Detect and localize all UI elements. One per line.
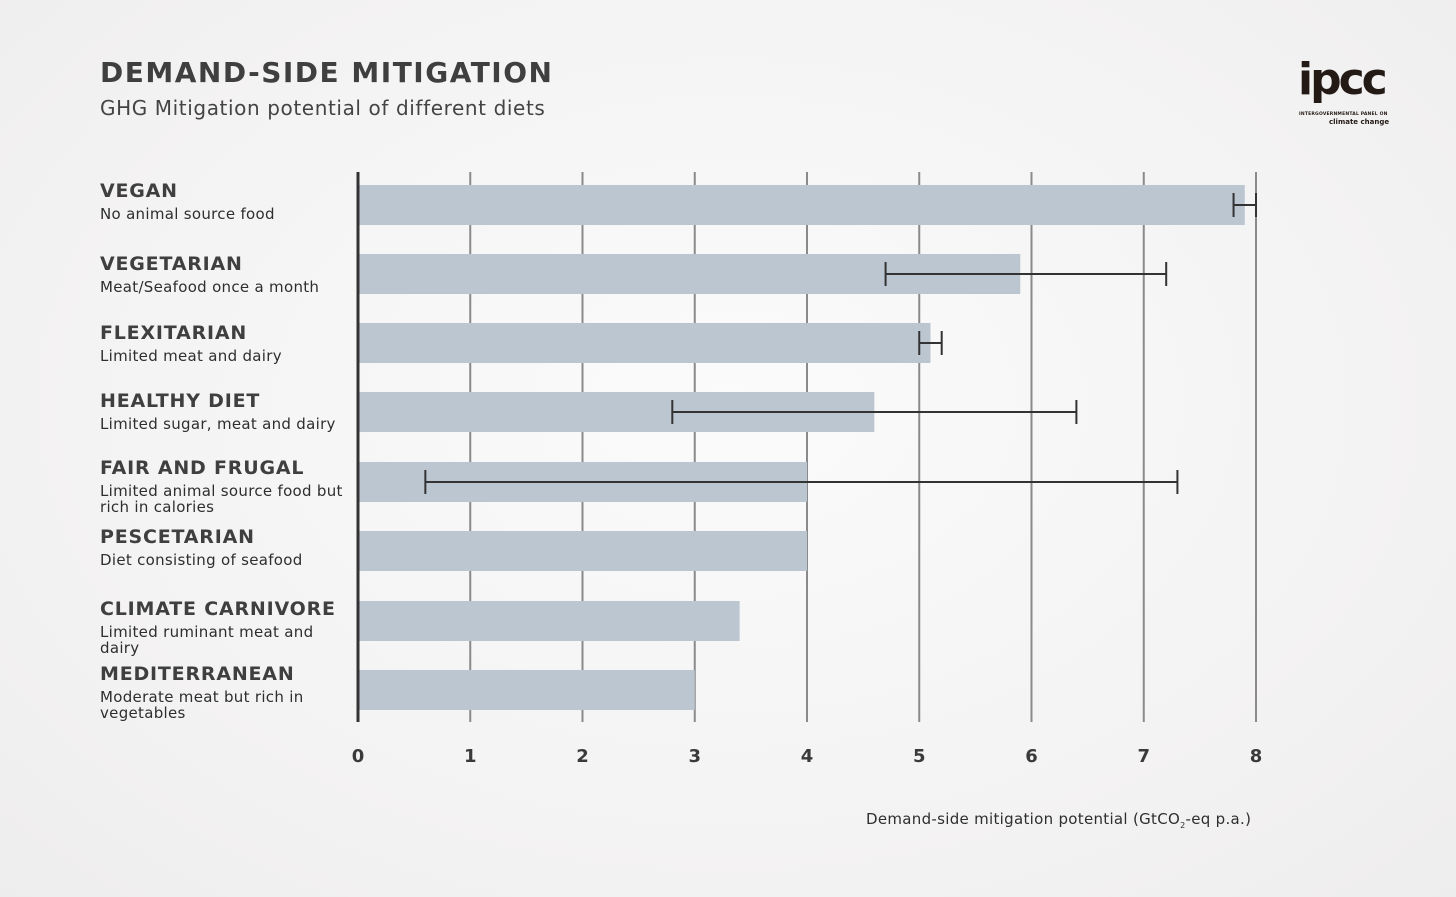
- chart-subtitle: GHG Mitigation potential of different di…: [100, 96, 546, 120]
- category-description: Meat/Seafood once a month: [100, 278, 320, 296]
- bar: [358, 601, 740, 641]
- bar: [358, 185, 1245, 225]
- category-name: PESCETARIAN: [100, 526, 255, 548]
- category-name: MEDITERRANEAN: [100, 663, 295, 685]
- category-name: FAIR AND FRUGAL: [100, 457, 305, 479]
- chart-title: DEMAND-SIDE MITIGATION: [100, 56, 554, 89]
- category-description: Moderate meat but rich in vegetables: [100, 688, 304, 722]
- category-label-flexitarian: FLEXITARIAN Limited meat and dairy: [100, 322, 350, 364]
- x-tick-label: 5: [913, 746, 926, 767]
- category-label-vegan: VEGAN No animal source food: [100, 180, 350, 222]
- x-tick-label: 6: [1025, 746, 1038, 767]
- category-name: HEALTHY DIET: [100, 390, 261, 412]
- category-name: VEGETARIAN: [100, 253, 243, 275]
- category-label-healthy-diet: HEALTHY DIET Limited sugar, meat and dai…: [100, 390, 350, 432]
- category-label-fair-and-frugal: FAIR AND FRUGAL Limited animal source fo…: [100, 457, 350, 515]
- x-axis-label-main: Demand-side mitigation potential (GtCO: [866, 810, 1181, 828]
- category-label-vegetarian: VEGETARIAN Meat/Seafood once a month: [100, 253, 350, 295]
- category-description: Limited sugar, meat and dairy: [100, 415, 336, 433]
- category-description: Limited ruminant meat and dairy: [100, 623, 314, 657]
- category-label-climate-carnivore: CLIMATE CARNIVORE Limited ruminant meat …: [100, 598, 350, 656]
- category-name: VEGAN: [100, 180, 178, 202]
- bar: [358, 323, 931, 363]
- logo-wordmark: ipcc: [1298, 54, 1388, 105]
- category-label-pescetarian: PESCETARIAN Diet consisting of seafood: [100, 526, 350, 568]
- x-tick-label: 2: [576, 746, 589, 767]
- x-tick-label: 7: [1137, 746, 1150, 767]
- category-name: CLIMATE CARNIVORE: [100, 598, 336, 620]
- logo-tagline-1: INTERGOVERNMENTAL PANEL ON: [1299, 112, 1388, 117]
- x-tick-label: 4: [801, 746, 814, 767]
- bar: [358, 531, 807, 571]
- x-axis-label-subscript: 2: [1180, 821, 1186, 830]
- category-label-mediterranean: MEDITERRANEAN Moderate meat but rich in …: [100, 663, 350, 721]
- category-description: Limited meat and dairy: [100, 347, 282, 365]
- x-axis-label: Demand-side mitigation potential (GtCO2-…: [866, 810, 1251, 830]
- x-tick-label: 1: [464, 746, 477, 767]
- ipcc-logo: ipcc INTERGOVERNMENTAL PANEL ON climate …: [1290, 54, 1390, 129]
- x-tick-label: 3: [688, 746, 701, 767]
- bar: [358, 670, 695, 710]
- category-description: Diet consisting of seafood: [100, 551, 303, 569]
- logo-tagline-2: climate change: [1329, 118, 1390, 126]
- x-axis-label-tail: -eq p.a.): [1185, 810, 1252, 828]
- x-tick-label: 8: [1250, 746, 1263, 767]
- category-description: No animal source food: [100, 205, 275, 223]
- x-tick-label: 0: [352, 746, 365, 767]
- category-name: FLEXITARIAN: [100, 322, 248, 344]
- category-description: Limited animal source food but rich in c…: [100, 482, 343, 516]
